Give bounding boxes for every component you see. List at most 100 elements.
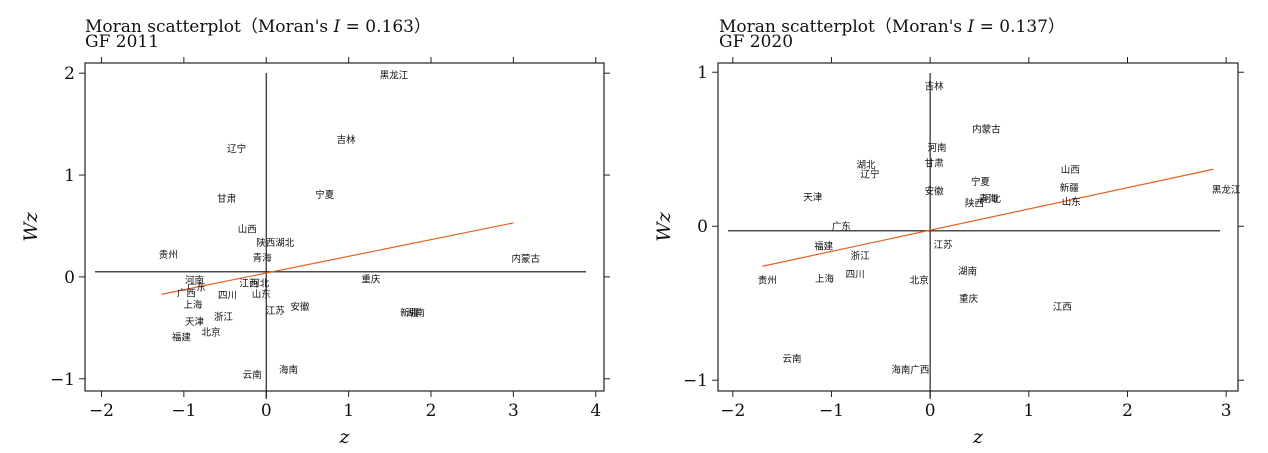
chart-title-prefix: Moran scatterplot（Moran's <box>719 17 968 37</box>
y-tick-label: 0 <box>64 268 75 288</box>
data-point-label: 山西 <box>1061 165 1080 176</box>
data-point-label: 江苏 <box>933 239 953 251</box>
moran-panel-2011: Moran scatterplot（Moran's I = 0.163） GF … <box>20 12 610 448</box>
fit-line <box>161 222 514 295</box>
x-tick-label: −1 <box>171 401 196 421</box>
data-point-label: 黑龙江 <box>380 70 409 82</box>
data-point-label: 福建 <box>814 241 834 253</box>
data-point-label: 宁夏 <box>971 176 991 188</box>
chart-title-suffix: = 0.137） <box>974 17 1065 37</box>
data-point-label: 天津 <box>803 192 823 203</box>
data-point-label: 广西 <box>177 288 196 300</box>
data-point-label: 贵州 <box>159 249 178 261</box>
y-tick-label: 0 <box>697 217 708 237</box>
data-point-label: 山东 <box>252 289 271 301</box>
x-tick-label: 3 <box>508 401 519 421</box>
data-point-label: 四川 <box>846 269 865 280</box>
data-point-label: 湖北 <box>856 160 876 171</box>
chart-subtitle: GF 2011 <box>85 32 160 52</box>
data-point-label: 河南 <box>928 142 947 154</box>
data-point-label: 山西 <box>238 225 257 236</box>
data-point-label: 内蒙古 <box>972 124 1001 136</box>
data-point-label: 河北 <box>250 278 270 290</box>
data-point-label: 陕西 <box>965 198 984 210</box>
x-axis-label: z <box>972 426 984 448</box>
data-point-label: 安徽 <box>291 301 311 313</box>
data-point-label: 江西 <box>239 279 258 290</box>
x-tick-label: 0 <box>925 401 936 421</box>
x-tick-label: 4 <box>590 401 601 421</box>
data-point-label: 云南 <box>243 369 262 381</box>
y-tick-label: −1 <box>50 370 75 390</box>
data-point-label: 北京 <box>910 275 929 287</box>
data-point-label: 青海 <box>979 193 999 205</box>
data-point-label: 四川 <box>218 291 237 302</box>
data-point-label: 海南 <box>279 364 298 376</box>
chart-title-prefix: Moran scatterplot（Moran's <box>85 17 334 37</box>
data-point-label: 辽宁 <box>860 168 879 180</box>
data-point-label: 宁夏 <box>315 189 335 201</box>
data-point-label: 福建 <box>172 332 192 344</box>
data-point-label: 山东 <box>1062 196 1081 208</box>
y-axis-label: Wz <box>653 211 675 242</box>
y-tick-label: 2 <box>64 64 75 84</box>
data-point-label: 辽宁 <box>227 143 246 155</box>
data-point-label: 甘肃 <box>925 158 944 170</box>
x-tick-label: −2 <box>89 401 114 421</box>
data-point-label: 新疆 <box>400 307 420 319</box>
moran-panel-2020: Moran scatterplot（Moran's I = 0.137） GF … <box>634 0 1268 453</box>
data-point-label: 上海 <box>183 299 203 311</box>
data-point-label: 江苏 <box>266 305 286 317</box>
chart-title-stat: I <box>333 17 341 37</box>
x-tick-label: −2 <box>720 401 745 421</box>
x-tick-label: −1 <box>819 401 844 421</box>
data-point-label: 黑龙江 <box>1212 184 1241 196</box>
data-point-label: 内蒙古 <box>511 253 540 265</box>
data-point-label: 河北 <box>982 193 1002 205</box>
y-tick-label: 1 <box>697 63 708 83</box>
data-point-label: 安徽 <box>925 185 945 197</box>
plot-frame <box>717 62 1239 392</box>
data-point-label: 甘肃 <box>217 193 236 205</box>
fit-line <box>762 168 1214 267</box>
x-axis-label: z <box>338 426 350 448</box>
data-point-label: 新疆 <box>1060 182 1080 194</box>
x-tick-label: 1 <box>343 401 354 421</box>
data-point-label: 北京 <box>202 326 221 338</box>
data-point-label: 浙江 <box>851 250 871 262</box>
y-tick-label: 1 <box>64 166 75 186</box>
chart-title: Moran scatterplot（Moran's I = 0.137） <box>719 12 1065 37</box>
chart-title: Moran scatterplot（Moran's I = 0.163） <box>85 12 431 37</box>
y-axis-label: Wz <box>20 211 42 242</box>
data-point-label: 海南广西 <box>891 364 929 376</box>
data-point-label: 天津 <box>185 317 205 328</box>
x-tick-label: 0 <box>261 401 272 421</box>
x-tick-label: 3 <box>1221 401 1232 421</box>
data-point-label: 贵州 <box>758 275 777 287</box>
data-point-label: 吉林 <box>925 81 945 93</box>
chart-title-stat: I <box>967 17 975 37</box>
data-point-label: 湖南 <box>958 265 977 277</box>
data-point-label: 江西 <box>1053 302 1072 313</box>
chart-subtitle: GF 2020 <box>719 32 794 52</box>
y-tick-label: −1 <box>683 371 708 391</box>
x-tick-label: 1 <box>1023 401 1034 421</box>
data-point-label: 上海 <box>815 273 835 285</box>
chart-title-suffix: = 0.163） <box>340 17 431 37</box>
data-point-label: 广东 <box>832 221 851 233</box>
data-point-label: 吉林 <box>337 134 357 146</box>
data-point-label: 重庆 <box>361 273 381 285</box>
data-point-label: 广东 <box>187 282 206 294</box>
data-point-label: 河南 <box>185 274 204 286</box>
data-point-label: 青海 <box>253 252 273 264</box>
data-point-label: 陕西湖北 <box>256 237 295 249</box>
data-point-label: 重庆 <box>959 293 979 305</box>
data-point-label: 云南 <box>782 353 801 365</box>
x-tick-label: 2 <box>1122 401 1133 421</box>
data-point-label: 浙江 <box>214 311 234 323</box>
plot-frame <box>84 62 605 392</box>
x-tick-label: 2 <box>426 401 437 421</box>
data-point-label: 湖南 <box>406 307 425 319</box>
